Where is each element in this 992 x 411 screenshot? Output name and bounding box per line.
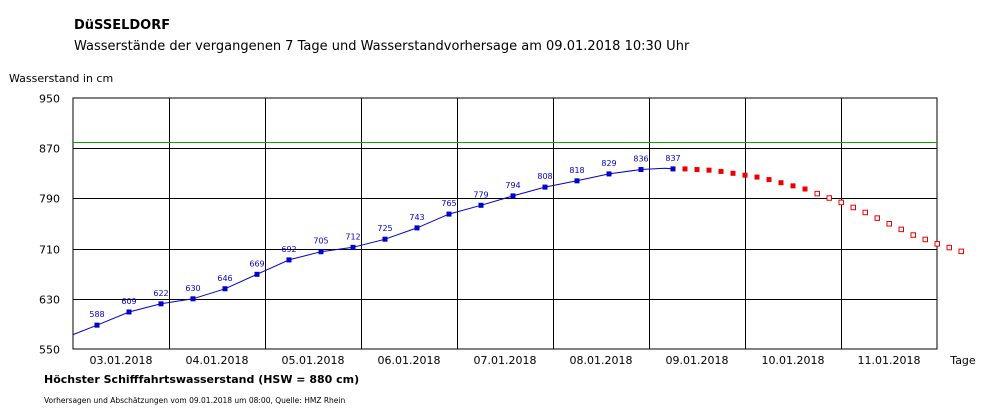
data-label: 818 xyxy=(569,166,584,175)
forecast-point-filled xyxy=(766,177,772,183)
x-tick-label: 07.01.2018 xyxy=(474,354,537,367)
forecast-point-open xyxy=(862,209,868,216)
x-tick-label: 06.01.2018 xyxy=(378,354,441,367)
forecast-point-filled xyxy=(754,174,760,180)
forecast-point-open xyxy=(910,232,916,238)
observed-point xyxy=(190,296,196,302)
x-tick-label: 03.01.2018 xyxy=(90,354,153,367)
data-label: 829 xyxy=(601,159,616,168)
forecast-point-open xyxy=(958,248,964,255)
data-label: 837 xyxy=(665,154,680,163)
data-label: 743 xyxy=(409,213,424,222)
data-label: 808 xyxy=(537,172,552,181)
observed-line xyxy=(72,167,674,336)
forecast-point-filled xyxy=(778,180,784,186)
forecast-point-open xyxy=(814,190,820,197)
y-tick-label: 550 xyxy=(39,344,60,357)
x-axis-label: Tage xyxy=(949,354,976,367)
forecast-series xyxy=(682,166,964,255)
forecast-point-filled xyxy=(790,183,796,189)
forecast-point-open xyxy=(886,221,892,227)
observed-point xyxy=(382,236,388,242)
y-tick-label: 870 xyxy=(39,143,60,156)
data-label: 765 xyxy=(441,199,456,208)
x-tick-label: 09.01.2018 xyxy=(666,354,729,367)
data-label: 725 xyxy=(377,224,392,233)
forecast-point-open xyxy=(922,236,928,243)
data-label: 630 xyxy=(185,284,200,293)
forecast-point-filled xyxy=(718,168,724,174)
x-tick-label: 04.01.2018 xyxy=(186,354,249,367)
observed-point xyxy=(350,244,356,250)
observed-point xyxy=(606,171,612,177)
forecast-point-open xyxy=(826,195,832,201)
data-label: 794 xyxy=(505,181,520,190)
forecast-point-filled xyxy=(682,166,688,172)
data-label: 836 xyxy=(633,155,648,164)
observed-point xyxy=(478,202,484,208)
observed-point xyxy=(414,225,420,231)
observed-point xyxy=(222,286,228,292)
chart-subtitle: Wasserstände der vergangenen 7 Tage und … xyxy=(74,39,690,54)
x-tick-label: 05.01.2018 xyxy=(282,354,345,367)
forecast-point-filled xyxy=(742,172,748,178)
forecast-point-filled xyxy=(706,167,712,173)
observed-point xyxy=(126,309,132,315)
forecast-point-open xyxy=(934,241,940,247)
observed-point xyxy=(574,178,580,184)
x-tick-label: 10.01.2018 xyxy=(762,354,825,367)
y-tick-label: 950 xyxy=(39,93,60,106)
station-title: DüSSELDORF xyxy=(74,18,171,33)
data-label: 622 xyxy=(153,289,168,298)
axes: 550 630 710 790 870 950 03.01.2018 04.01.2018 05… xyxy=(39,93,976,368)
observed-point xyxy=(254,271,260,277)
observed-point xyxy=(94,322,100,328)
observed-point xyxy=(318,249,324,255)
forecast-point-open xyxy=(838,199,844,206)
observed-point xyxy=(446,211,452,217)
observed-point xyxy=(158,301,164,307)
forecast-point-filled xyxy=(730,170,736,176)
forecast-point-filled xyxy=(694,167,700,173)
hsw-label: Höchster Schifffahrtswasserstand (HSW = … xyxy=(44,373,360,386)
forecast-point-open xyxy=(874,215,880,221)
data-label: 669 xyxy=(249,259,264,268)
data-label: 705 xyxy=(313,237,328,246)
data-label: 712 xyxy=(345,232,360,241)
data-label: 646 xyxy=(217,274,232,283)
forecast-point-open xyxy=(898,226,904,233)
observed-series: 588 609 622 630 646 669 692 705 712 725 743 765 779 7… xyxy=(72,154,681,336)
observed-point xyxy=(510,193,516,199)
y-tick-label: 790 xyxy=(39,193,60,206)
forecast-point-open xyxy=(946,244,952,251)
data-label: 779 xyxy=(473,190,488,199)
observed-point xyxy=(542,184,548,190)
data-label: 609 xyxy=(121,297,136,306)
x-tick-label: 08.01.2018 xyxy=(570,354,633,367)
y-axis-label: Wasserstand in cm xyxy=(9,72,114,85)
observed-point xyxy=(638,167,644,173)
source-footnote: Vorhersagen und Abschätzungen vom 09.01.… xyxy=(44,396,346,405)
forecast-point-filled xyxy=(802,186,808,192)
data-label: 692 xyxy=(281,245,296,254)
forecast-point-open xyxy=(850,204,856,211)
x-tick-label: 11.01.2018 xyxy=(858,354,921,367)
grid xyxy=(72,97,938,350)
y-tick-label: 710 xyxy=(39,244,60,257)
observed-point xyxy=(670,166,676,172)
data-label: 588 xyxy=(89,310,104,319)
y-tick-label: 630 xyxy=(39,294,60,307)
observed-point xyxy=(286,257,292,263)
plot-frame xyxy=(72,97,938,350)
